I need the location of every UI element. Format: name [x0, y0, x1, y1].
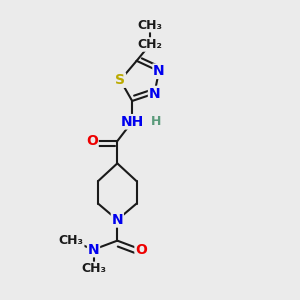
Text: CH₃: CH₃: [137, 19, 163, 32]
Text: CH₃: CH₃: [59, 234, 84, 247]
Text: O: O: [135, 243, 147, 256]
Text: O: O: [86, 134, 98, 148]
Text: S: S: [115, 73, 125, 87]
Text: N: N: [88, 243, 99, 256]
Text: NH: NH: [121, 115, 144, 129]
Text: CH₂: CH₂: [138, 38, 162, 51]
Text: N: N: [148, 86, 160, 100]
Text: CH₃: CH₃: [81, 262, 106, 275]
Text: N: N: [153, 64, 165, 78]
Text: H: H: [151, 115, 161, 128]
Text: N: N: [112, 213, 123, 227]
